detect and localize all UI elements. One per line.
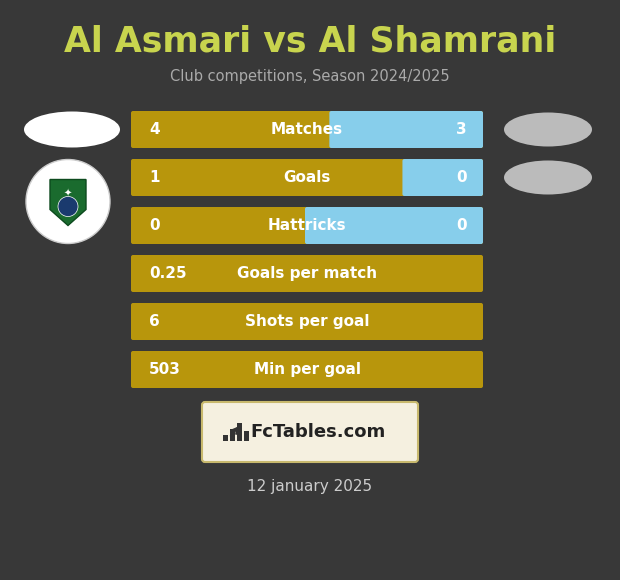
- Bar: [244, 431, 249, 441]
- Text: Min per goal: Min per goal: [254, 362, 360, 377]
- FancyBboxPatch shape: [402, 159, 483, 196]
- Text: Goals per match: Goals per match: [237, 266, 377, 281]
- Text: 0: 0: [149, 218, 159, 233]
- Text: 4: 4: [149, 122, 159, 137]
- FancyBboxPatch shape: [131, 351, 483, 388]
- Ellipse shape: [504, 161, 592, 194]
- Circle shape: [58, 197, 78, 216]
- Text: Shots per goal: Shots per goal: [245, 314, 370, 329]
- Text: 0: 0: [456, 170, 467, 185]
- FancyBboxPatch shape: [131, 159, 483, 196]
- FancyBboxPatch shape: [329, 111, 483, 148]
- FancyBboxPatch shape: [131, 303, 483, 340]
- FancyBboxPatch shape: [131, 111, 483, 148]
- Ellipse shape: [24, 111, 120, 147]
- Text: ✦: ✦: [64, 188, 72, 198]
- FancyBboxPatch shape: [305, 207, 483, 244]
- Text: Hattricks: Hattricks: [268, 218, 347, 233]
- Text: Matches: Matches: [271, 122, 343, 137]
- Text: 3: 3: [456, 122, 467, 137]
- Text: 1: 1: [149, 170, 159, 185]
- Text: Al Asmari vs Al Shamrani: Al Asmari vs Al Shamrani: [64, 25, 556, 59]
- Text: Goals: Goals: [283, 170, 330, 185]
- FancyBboxPatch shape: [131, 207, 483, 244]
- Text: 6: 6: [149, 314, 160, 329]
- Circle shape: [26, 160, 110, 244]
- FancyBboxPatch shape: [202, 402, 418, 462]
- Polygon shape: [50, 179, 86, 226]
- Text: 503: 503: [149, 362, 181, 377]
- Text: 0.25: 0.25: [149, 266, 187, 281]
- Ellipse shape: [504, 113, 592, 147]
- Bar: [223, 435, 228, 441]
- Text: 0: 0: [456, 218, 467, 233]
- Text: FcTables.com: FcTables.com: [250, 423, 386, 441]
- FancyBboxPatch shape: [131, 255, 483, 292]
- Bar: [237, 423, 242, 441]
- Text: 12 january 2025: 12 january 2025: [247, 480, 373, 495]
- Text: Club competitions, Season 2024/2025: Club competitions, Season 2024/2025: [170, 68, 450, 84]
- Bar: [230, 429, 235, 441]
